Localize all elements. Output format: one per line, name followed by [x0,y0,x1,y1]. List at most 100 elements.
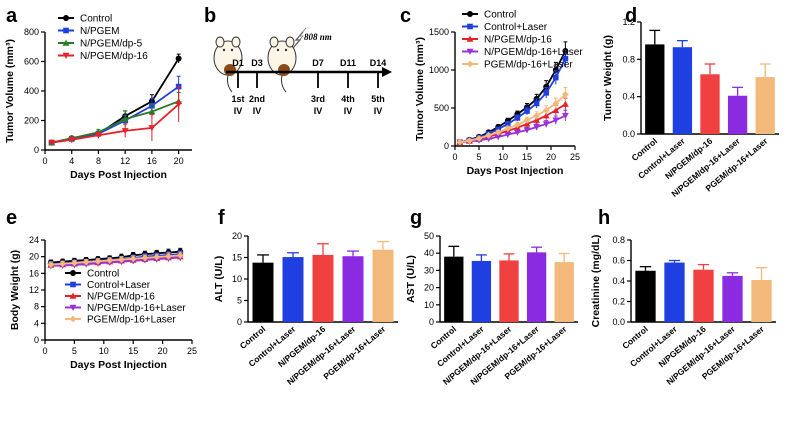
legend-label: PGEM/dp-16+Laser [87,315,176,326]
bar [372,249,394,322]
data-point [175,55,182,62]
y-tick-label: 24 [29,235,39,245]
y-tick-label: 0 [34,335,39,345]
legend-entry-pgem-dp-16-laser: PGEM/dp-16+Laser [65,315,176,326]
data-point [82,258,90,266]
bar [635,270,656,322]
data-point [494,128,502,136]
legend-label: PGEM/dp-16+Laser [484,60,573,71]
legend-entry-n-pgem-dp-16-laser: N/PGEM/dp-16+Laser [65,303,186,314]
x-axis-title: Days Post Injection [70,169,167,181]
y-axis-title: ALT (U/L) [213,256,225,302]
data-point [95,132,102,139]
legend-marker [62,39,70,46]
data-point [543,90,549,96]
data-point [533,124,540,131]
legend-entry-control: Control [462,10,516,21]
data-point [542,112,550,119]
injection-route-label: IV [234,106,243,116]
legend-entry-control-laser: Control+Laser [65,280,151,291]
x-tick-label: 25 [570,152,580,162]
legend-label: N/PGEM/dp-16 [80,51,148,62]
data-point [505,121,511,127]
y-tick-label: 1.2 [622,17,635,27]
data-point [118,256,125,263]
data-point [71,259,78,267]
legend-label: Control+Laser [484,22,548,33]
data-point [141,254,149,262]
data-point [552,106,560,113]
injection-route-label: IV [314,106,323,116]
data-point [456,138,464,146]
x-tick-label: 8 [96,156,101,166]
y-tick-label: 0 [429,317,434,327]
legend-marker [62,52,70,59]
data-point [533,112,540,119]
bar [645,44,665,134]
legend-label: N/PGEM/dp-5 [80,39,143,50]
series-line [50,254,181,266]
bar [342,256,364,322]
x-tick-label: 20 [174,156,184,166]
series-line [51,103,180,144]
mouse-icon [267,36,297,93]
legend-label: Control [80,14,112,25]
data-point [485,136,492,143]
bar-group-control: Control [620,265,656,351]
series-pgem-dp-16-laser [456,86,569,146]
data-point [514,121,521,129]
x-tick-label: 20 [546,152,556,162]
injection-route-label: IV [374,106,383,116]
y-axis-title: Tumor Volume (mm³) [414,37,426,141]
data-point [533,116,540,123]
y-tick-label: 800 [24,27,39,37]
data-point [153,253,161,261]
bar [693,269,714,322]
data-point [552,117,560,124]
data-point [562,112,569,119]
laser-wavelength-label: 808 nm [304,32,332,42]
panel-label-h: h [598,207,610,229]
x-axis-title: Days Post Injection [70,359,167,371]
data-point [165,252,172,260]
legend-entry-n-pgem-dp-16: N/PGEM/dp-16 [462,35,552,46]
data-point [553,74,559,81]
data-point [542,106,550,114]
bar [727,95,748,134]
data-point [59,260,67,268]
legend-label: N/PGEM/dp-16 [484,35,552,46]
bar [751,279,772,322]
data-point [504,125,512,132]
x-tick-label: 16 [147,156,157,166]
data-point [533,100,540,107]
y-axis-title: Tumor Weight (g) [602,35,614,121]
y-tick-label: 0.4 [612,276,625,286]
timeline-day-label: D1 [232,58,244,68]
x-tick-label: 5 [72,346,77,356]
y-tick-label: 8 [34,302,39,312]
y-tick-label: 200 [24,116,39,126]
legend-marker [69,315,77,323]
data-point [466,137,473,145]
y-tick-label: 0 [34,145,39,155]
data-point [543,83,550,90]
legend-marker [466,48,474,55]
legend-label: N/PGEM/dp-16+Laser [484,47,583,58]
laser-icon [292,27,307,49]
data-point [485,131,492,139]
x-tick-label: 0 [42,346,47,356]
y-tick-label: 0.2 [612,297,625,307]
panel-label-a: a [6,5,18,27]
panel-a-tumor-volume-chart: 0 200 400 600 800 0 4 8 12 16 20 Days Post Injectio… [4,5,192,181]
legend-marker [63,27,69,34]
x-tick-label: 0 [42,156,47,166]
injection-label: 5th [371,94,385,104]
y-tick-label: 1000 [429,65,449,75]
panel-label-f: f [218,207,225,229]
panel-e-body-weight-chart: 0 4 8 12 16 20 24 0 5 10 15 20 25 Days Post Injection… [6,207,197,371]
legend-marker [467,23,473,30]
